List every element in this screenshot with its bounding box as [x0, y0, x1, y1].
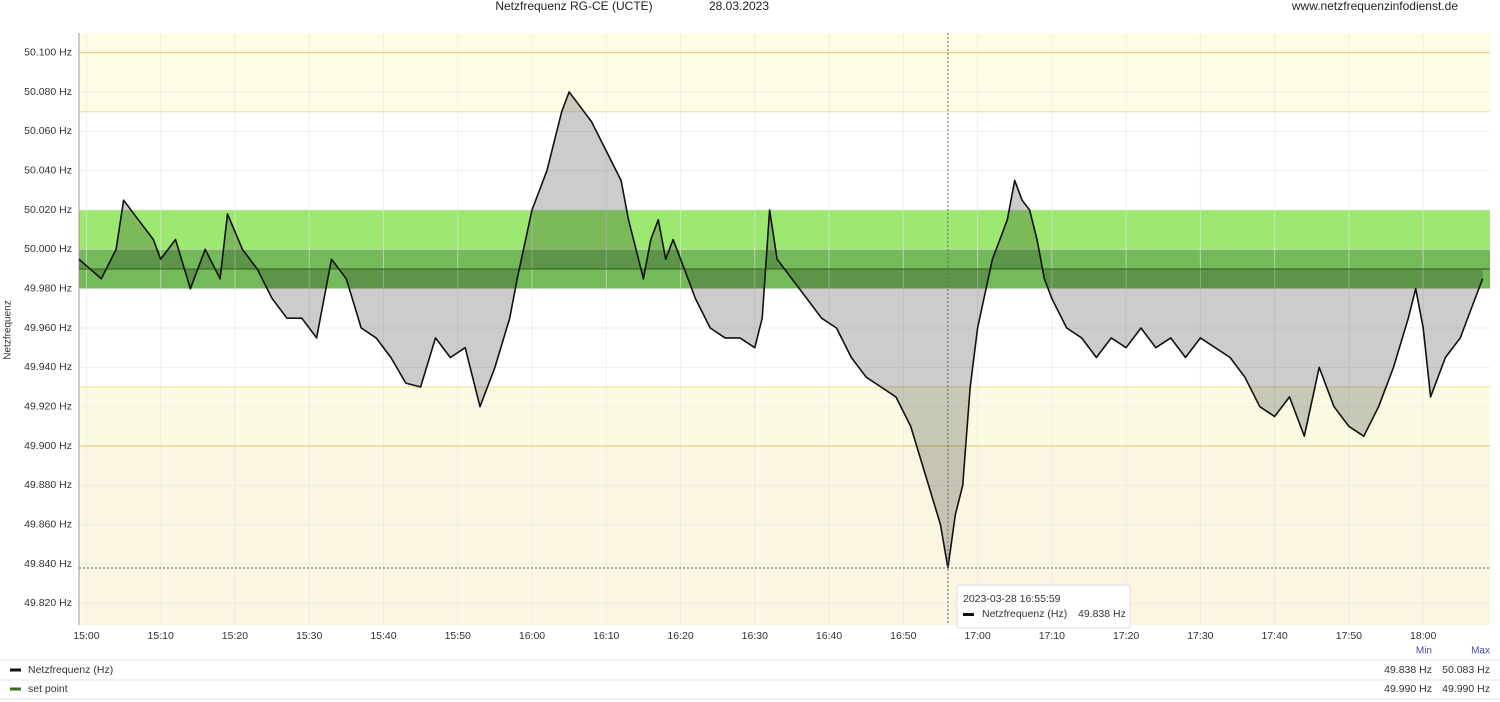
x-tick-label: 16:50 [890, 630, 916, 642]
legend-stat: 50.083 Hz [1442, 664, 1490, 676]
legend-label: set point [28, 683, 68, 695]
x-tick-label: 17:30 [1187, 630, 1213, 642]
legend-swatch [10, 668, 21, 672]
y-tick-label: 50.060 Hz [24, 125, 72, 137]
x-tick-label: 16:30 [742, 630, 768, 642]
x-tick-label: 17:20 [1113, 630, 1139, 642]
y-tick-label: 49.920 Hz [24, 400, 72, 412]
legend-label: Netzfrequenz (Hz) [28, 664, 113, 676]
legend-stat: 49.990 Hz [1442, 683, 1490, 695]
source-url: www.netzfrequenzinfodienst.de [1291, 0, 1458, 13]
legend-header: Max [1471, 646, 1490, 657]
x-tick-label: 17:10 [1039, 630, 1065, 642]
y-tick-label: 49.820 Hz [24, 597, 72, 609]
tooltip-time: 2023-03-28 16:55:59 [963, 593, 1061, 605]
legend-stat: 49.838 Hz [1384, 664, 1432, 676]
tooltip-box [956, 584, 1131, 629]
chart-date: 28.03.2023 [709, 0, 769, 13]
y-tick-label: 50.040 Hz [24, 164, 72, 176]
x-tick-label: 15:20 [222, 630, 248, 642]
tooltip-swatch [963, 613, 974, 616]
y-tick-label: 49.940 Hz [24, 361, 72, 373]
x-tick-label: 17:40 [1261, 630, 1287, 642]
x-tick-label: 16:00 [519, 630, 545, 642]
y-tick-label: 49.860 Hz [24, 518, 72, 530]
tooltip-name: Netzfrequenz (Hz) [982, 608, 1067, 620]
tooltip-value: 49.838 Hz [1078, 608, 1126, 620]
y-axis-label: Netzfrequenz [3, 300, 14, 359]
x-tick-label: 15:30 [296, 630, 322, 642]
x-tick-label: 16:40 [816, 630, 842, 642]
y-tick-label: 50.020 Hz [24, 204, 72, 216]
y-tick-label: 50.080 Hz [24, 86, 72, 98]
x-tick-label: 16:20 [667, 630, 693, 642]
y-tick-label: 49.960 Hz [24, 322, 72, 334]
deviation-area [79, 92, 1483, 568]
y-tick-label: 50.100 Hz [24, 46, 72, 58]
x-tick-label: 17:50 [1336, 630, 1362, 642]
y-tick-label: 49.900 Hz [24, 440, 72, 452]
y-tick-label: 50.000 Hz [24, 243, 72, 255]
chart-title: Netzfrequenz RG-CE (UCTE) [495, 0, 652, 13]
legend-swatch [10, 687, 21, 691]
x-tick-label: 15:00 [73, 630, 99, 642]
x-tick-label: 15:40 [370, 630, 396, 642]
frequency-line [78, 91, 1484, 569]
x-tick-label: 17:00 [964, 630, 990, 642]
legend-header: Min [1416, 646, 1432, 657]
x-tick-label: 15:50 [445, 630, 471, 642]
band [79, 446, 1490, 625]
y-tick-label: 49.840 Hz [24, 558, 72, 570]
x-tick-label: 15:10 [148, 630, 174, 642]
y-tick-label: 49.980 Hz [24, 282, 72, 294]
x-tick-label: 18:00 [1410, 630, 1436, 642]
y-tick-label: 49.880 Hz [24, 479, 72, 491]
band [79, 33, 1490, 112]
legend-stat: 49.990 Hz [1384, 683, 1432, 695]
x-tick-label: 16:10 [593, 630, 619, 642]
